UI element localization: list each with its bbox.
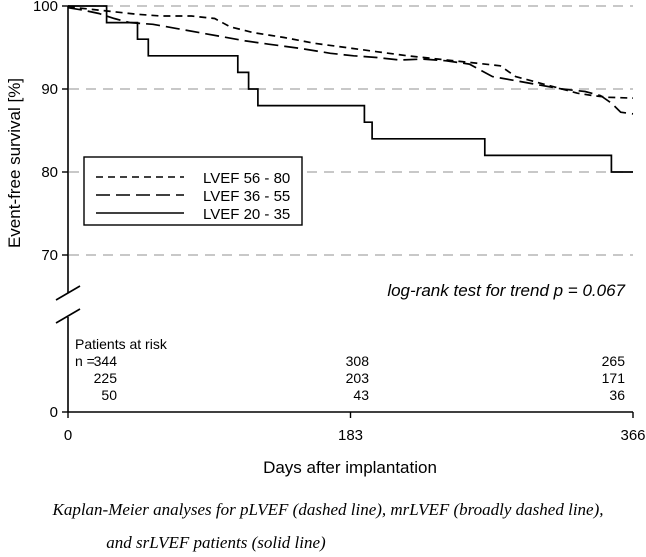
risk-cell: 36 [609, 387, 625, 403]
survival-curve-lvef36-55 [67, 6, 634, 115]
axis-tick-labels: 100 90 80 70 00 183 366 [33, 0, 646, 444]
survival-curve-lvef56-80 [67, 5, 634, 99]
axis-break-mark-2 [55, 308, 81, 324]
y-tick-label-90: 90 [41, 81, 58, 98]
legend-label-lvef-56-80: LVEF 56 - 80 [203, 170, 290, 187]
log-rank-annotation: log-rank test for trend p = 0.067 [387, 281, 625, 300]
y-axis-label: Event-free survival [%] [5, 78, 24, 248]
risk-cell: 265 [602, 353, 626, 369]
x-axis-label: Days after implantation [263, 458, 437, 477]
risk-table-cells: 344 308 265 225 203 171 50 43 36 [94, 353, 626, 403]
x-tick-label-183: 183 [338, 427, 363, 444]
risk-table-title: Patients at risk [75, 336, 168, 352]
risk-cell: 171 [602, 370, 626, 386]
y-tick-label-80: 80 [41, 164, 58, 181]
risk-table: Patients at risk n = 344 308 265 225 203 171 5… [75, 336, 625, 403]
risk-cell: 344 [94, 353, 118, 369]
risk-cell: 225 [94, 370, 118, 386]
survival-curve-lvef20-35 [68, 5, 633, 173]
y-tick-label-70: 70 [41, 247, 58, 264]
legend: LVEF 56 - 80 LVEF 36 - 55 LVEF 20 - 35 [83, 156, 303, 226]
x-tick-label-0: 0 [64, 427, 72, 444]
x-tick-label-366: 366 [620, 427, 645, 444]
caption-line-2: and srLVEF patients (solid line) [106, 533, 326, 552]
survival-curves [67, 5, 634, 173]
axis-ticks [62, 5, 634, 418]
axis-break-mark-1 [55, 285, 81, 301]
risk-cell: 203 [346, 370, 370, 386]
risk-cell: 308 [346, 353, 370, 369]
legend-label-lvef-20-35: LVEF 20 - 35 [203, 206, 290, 223]
caption-line-1: Kaplan-Meier analyses for pLVEF (dashed … [52, 500, 604, 519]
risk-cell: 43 [353, 387, 369, 403]
y-tick-label-100: 100 [33, 0, 58, 15]
legend-label-lvef-36-55: LVEF 36 - 55 [203, 188, 290, 205]
risk-cell: 50 [101, 387, 117, 403]
risk-table-prefix: n = [75, 353, 95, 369]
y-tick-label-0: 0 [50, 404, 58, 421]
